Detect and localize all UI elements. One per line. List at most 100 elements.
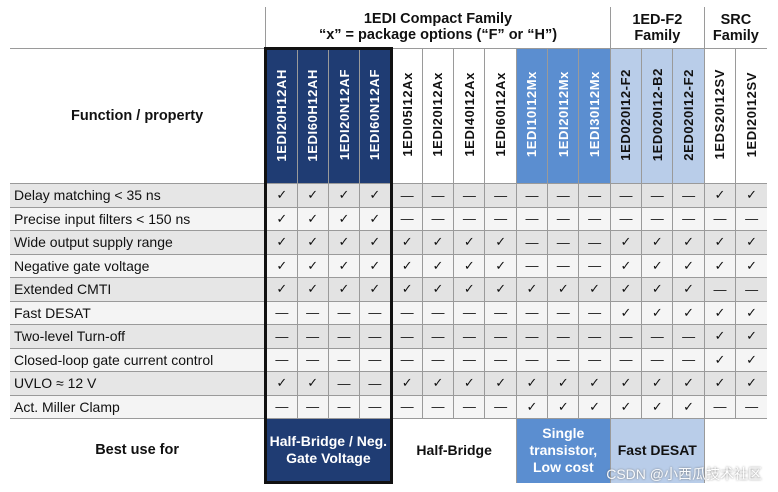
best-use-label: Best use for	[10, 418, 267, 483]
feature-cell: —	[359, 324, 393, 349]
best-use-group-3: Fast DESAT	[609, 418, 705, 483]
feature-cell: ✓	[641, 371, 674, 396]
part-number-label: 1EDI60H12AH	[305, 68, 321, 162]
part-header-11: 1ED020I12-F2	[609, 48, 643, 184]
feature-cell: —	[390, 347, 423, 372]
part-header-7: 1EDI60I12Ax	[484, 48, 517, 184]
feature-cell: ✓	[359, 206, 393, 231]
table-row: Fast DESAT — — — — — — — — — — — ✓ ✓ ✓ ✓ ✓	[10, 300, 767, 325]
feature-cell: ✓	[703, 253, 737, 278]
feature-cell: ✓	[515, 277, 549, 302]
feature-cell: ✓	[296, 183, 329, 208]
feature-cell: —	[421, 183, 455, 208]
feature-cell: —	[390, 324, 423, 349]
part-header-8: 1EDI10I12Mx	[515, 48, 549, 184]
feature-cell: —	[578, 230, 611, 255]
feature-cell: ✓	[359, 277, 393, 302]
feature-cell: ✓	[296, 277, 329, 302]
gate-driver-comparison-table: 1EDI Compact Family “x” = package options…	[10, 7, 767, 484]
feature-cell: —	[296, 300, 329, 325]
part-number-label: 1EDI40I12Ax	[461, 72, 477, 157]
feature-cell: ✓	[672, 277, 705, 302]
feature-cell: —	[264, 347, 298, 372]
feature-cell: ✓	[641, 277, 674, 302]
feature-cell: —	[703, 394, 737, 419]
feature-cell: —	[390, 206, 423, 231]
feature-cell: ✓	[703, 347, 737, 372]
feature-cell: —	[484, 183, 517, 208]
feature-cell: ✓	[735, 347, 767, 372]
feature-cell: —	[453, 300, 486, 325]
feature-cell: —	[359, 371, 393, 396]
corner-cell	[10, 7, 267, 49]
feature-cell: ✓	[672, 300, 705, 325]
part-header-4: 1EDI05I12Ax	[390, 48, 423, 184]
feature-cell: —	[672, 347, 705, 372]
feature-cell: ✓	[578, 277, 611, 302]
feature-cell: —	[484, 394, 517, 419]
table-row: UVLO ≈ 12 V ✓ ✓ — — ✓ ✓ ✓ ✓ ✓ ✓ ✓ ✓ ✓ ✓ ✓ ✓	[10, 371, 767, 396]
feature-cell: —	[641, 324, 674, 349]
feature-cell: ✓	[484, 277, 517, 302]
part-header-12: 1ED020I12-B2	[641, 48, 674, 184]
feature-cell: ✓	[421, 277, 455, 302]
feature-cell: —	[421, 206, 455, 231]
feature-cell: —	[484, 347, 517, 372]
feature-cell: ✓	[735, 253, 767, 278]
feature-cell: —	[327, 347, 361, 372]
feature-cell: ✓	[421, 371, 455, 396]
feature-cell: ✓	[327, 230, 361, 255]
feature-cell: —	[264, 324, 298, 349]
feature-cell: ✓	[672, 371, 705, 396]
feature-cell: —	[453, 206, 486, 231]
feature-cell: ✓	[672, 394, 705, 419]
table-row: Act. Miller Clamp — — — — — — — — ✓ ✓ ✓ ✓ ✓ ✓ — —	[10, 394, 767, 419]
row-label: Fast DESAT	[10, 300, 267, 325]
row-label: Negative gate voltage	[10, 253, 267, 278]
table-row: Two-level Turn-off — — — — — — — — — — — — — — ✓ ✓	[10, 324, 767, 349]
feature-cell: —	[578, 324, 611, 349]
part-number-label: 1EDI20I12Ax	[430, 72, 446, 157]
row-label: Act. Miller Clamp	[10, 394, 267, 419]
part-number-label: 1EDI20I12SV	[744, 71, 760, 158]
part-header-2: 1EDI20N12AF	[327, 47, 361, 184]
feature-cell: —	[484, 206, 517, 231]
feature-cell: ✓	[390, 253, 423, 278]
part-header-14: 1EDS20I12SV	[703, 48, 737, 184]
best-use-row: Best use for Half-Bridge / Neg. Gate Volt…	[10, 418, 767, 484]
part-header-15: 1EDI20I12SV	[735, 48, 767, 184]
feature-cell: ✓	[672, 230, 705, 255]
feature-cell: —	[484, 324, 517, 349]
feature-cell: ✓	[609, 277, 643, 302]
part-number-label: 1ED020I12-F2	[618, 68, 634, 161]
feature-cell: —	[327, 394, 361, 419]
feature-cell: —	[641, 206, 674, 231]
feature-cell: —	[296, 394, 329, 419]
feature-cell: —	[547, 347, 580, 372]
feature-cell: ✓	[609, 230, 643, 255]
feature-cell: ✓	[296, 253, 329, 278]
feature-cell: —	[264, 300, 298, 325]
row-label: Closed-loop gate current control	[10, 347, 267, 372]
part-header-5: 1EDI20I12Ax	[421, 48, 455, 184]
feature-cell: ✓	[327, 277, 361, 302]
feature-cell: ✓	[703, 324, 737, 349]
feature-cell: ✓	[547, 371, 580, 396]
feature-cell: ✓	[547, 277, 580, 302]
feature-cell: ✓	[578, 394, 611, 419]
table-row: Delay matching < 35 ns ✓ ✓ ✓ ✓ — — — — — — — — — — ✓ ✓	[10, 183, 767, 208]
table-row: Negative gate voltage ✓ ✓ ✓ ✓ ✓ ✓ ✓ ✓ — — — ✓ ✓ ✓ ✓ ✓	[10, 253, 767, 278]
feature-cell: ✓	[264, 277, 298, 302]
part-number-label: 1EDI30I12Mx	[587, 71, 603, 158]
part-header-10: 1EDI30I12Mx	[578, 48, 611, 184]
part-number-label: 1EDI60N12AF	[367, 69, 383, 161]
feature-cell: —	[453, 394, 486, 419]
feature-cell: ✓	[453, 371, 486, 396]
table-row: Wide output supply range ✓ ✓ ✓ ✓ ✓ ✓ ✓ ✓ — — — ✓ ✓ ✓ ✓ ✓	[10, 230, 767, 255]
feature-cell: ✓	[453, 230, 486, 255]
feature-cell: ✓	[703, 230, 737, 255]
family-1edi-compact: 1EDI Compact Family “x” = package options…	[265, 7, 611, 49]
feature-cell: —	[735, 206, 767, 231]
part-number-label: 1EDI20N12AF	[336, 69, 352, 161]
feature-cell: ✓	[484, 371, 517, 396]
